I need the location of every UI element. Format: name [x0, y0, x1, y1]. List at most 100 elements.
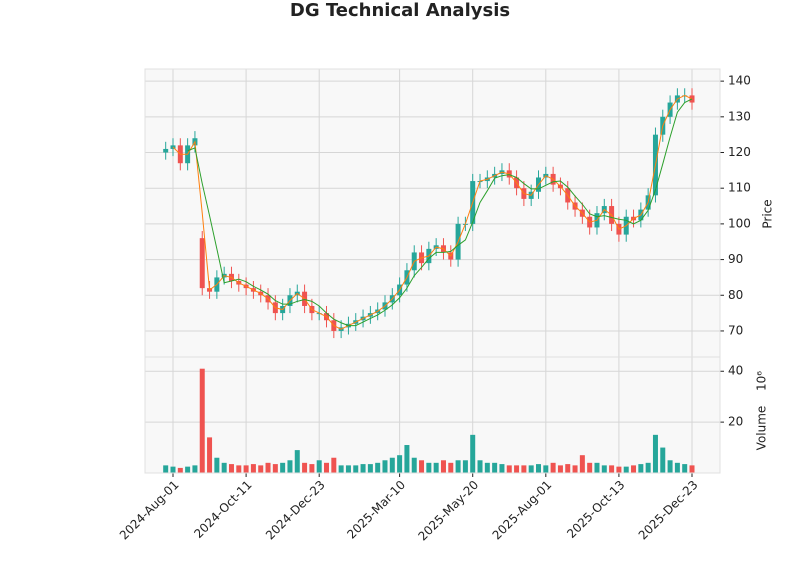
volume-bar [294, 450, 300, 473]
volume-bar [674, 462, 680, 473]
volume-panel [145, 357, 720, 473]
x-tick-label: 2024-Oct-11 [191, 478, 254, 541]
volume-bar [207, 437, 213, 473]
x-tick-label: 2025-May-20 [415, 478, 481, 544]
volume-bar [214, 457, 220, 473]
volume-bar [609, 465, 615, 473]
volume-bar [448, 462, 454, 473]
volume-bar [426, 462, 432, 473]
volume-bar [185, 466, 191, 473]
volume-bar [192, 465, 198, 473]
x-tick-label: 2025-Mar-10 [344, 478, 408, 542]
volume-bar [316, 460, 322, 473]
volume-bar [689, 465, 695, 473]
volume-bar [587, 462, 593, 473]
volume-bar [660, 447, 666, 473]
y2-axis-multiplier: 10⁶ [755, 371, 769, 391]
y-tick-label: 70 [728, 323, 743, 337]
volume-bar [514, 465, 520, 473]
volume-bar [404, 445, 410, 473]
x-tick-label: 2025-Dec-23 [636, 478, 701, 543]
volume-bar [265, 462, 271, 473]
volume-bar [338, 465, 344, 473]
volume-bar [302, 462, 308, 473]
volume-bar [455, 460, 461, 473]
volume-bar [631, 465, 637, 473]
volume-bar [645, 462, 651, 473]
x-tick-label: 2024-Aug-01 [117, 478, 182, 543]
volume-bar [550, 462, 556, 473]
volume-bar [572, 465, 578, 473]
volume-bar [280, 462, 286, 473]
volume-bar [389, 457, 395, 473]
volume-bar [440, 460, 446, 473]
moving-average-line [187, 98, 693, 327]
volume-bar [492, 462, 498, 473]
volume-bar [411, 457, 417, 473]
volume-bar [287, 460, 293, 473]
y-tick-label: 120 [728, 145, 751, 159]
volume-bar [499, 464, 505, 473]
x-tick-label: 2024-Dec-23 [263, 478, 328, 543]
volume-bar [652, 434, 658, 473]
x-tick-label: 2025-Aug-01 [490, 478, 555, 543]
y2-tick-label: 20 [728, 415, 743, 429]
volume-bar [199, 368, 205, 473]
y-tick-label: 80 [728, 288, 743, 302]
volume-bar [177, 467, 183, 473]
volume-bar [258, 465, 264, 473]
volume-bar [309, 464, 315, 473]
y-tick-label: 130 [728, 109, 751, 123]
volume-bar [375, 462, 381, 473]
volume-frame [144, 356, 721, 474]
volume-bar [601, 465, 607, 473]
volume-bar [163, 465, 169, 473]
moving-average-line [172, 94, 693, 330]
volume-bar [470, 434, 476, 473]
volume-bar [236, 465, 242, 473]
volume-bar [382, 460, 388, 473]
volume-bar [433, 462, 439, 473]
volume-bar [484, 462, 490, 473]
volume-bar [477, 460, 483, 473]
volume-bar [250, 464, 256, 473]
candle-body [163, 148, 169, 153]
volume-bar [594, 462, 600, 473]
y-tick-label: 110 [728, 181, 751, 195]
volume-bar [419, 460, 425, 473]
volume-bar [331, 457, 337, 473]
y-axis-label: Price [761, 199, 775, 228]
candle-body [199, 238, 205, 289]
volume-bar [228, 464, 234, 473]
chart-title: DG Technical Analysis [290, 0, 510, 21]
y-tick-label: 90 [728, 252, 743, 266]
volume-bar [565, 464, 571, 473]
volume-bar [462, 460, 468, 473]
volume-bar [506, 465, 512, 473]
volume-bar [353, 465, 359, 473]
volume-bar [536, 464, 541, 473]
volume-bar [623, 466, 629, 473]
volume-bar [528, 465, 534, 473]
y2-axis-label: Volume [755, 406, 769, 451]
volume-bar [243, 465, 249, 473]
y-tick-label: 140 [728, 74, 751, 88]
y-tick-label: 100 [728, 216, 751, 230]
volume-bar [324, 462, 330, 473]
volume-bar [543, 465, 549, 473]
volume-bar [521, 465, 527, 473]
volume-bar [367, 464, 373, 473]
volume-bar [221, 462, 227, 473]
volume-bar [667, 460, 673, 473]
volume-bar [345, 465, 351, 473]
volume-bar [638, 464, 644, 473]
y2-tick-label: 40 [728, 364, 743, 378]
volume-bar [682, 464, 688, 473]
volume-bar [616, 466, 622, 473]
volume-bar [360, 464, 366, 473]
volume-bar [579, 455, 585, 473]
volume-bar [557, 465, 563, 473]
x-tick-label: 2025-Oct-13 [564, 478, 627, 541]
volume-bar [397, 455, 403, 473]
